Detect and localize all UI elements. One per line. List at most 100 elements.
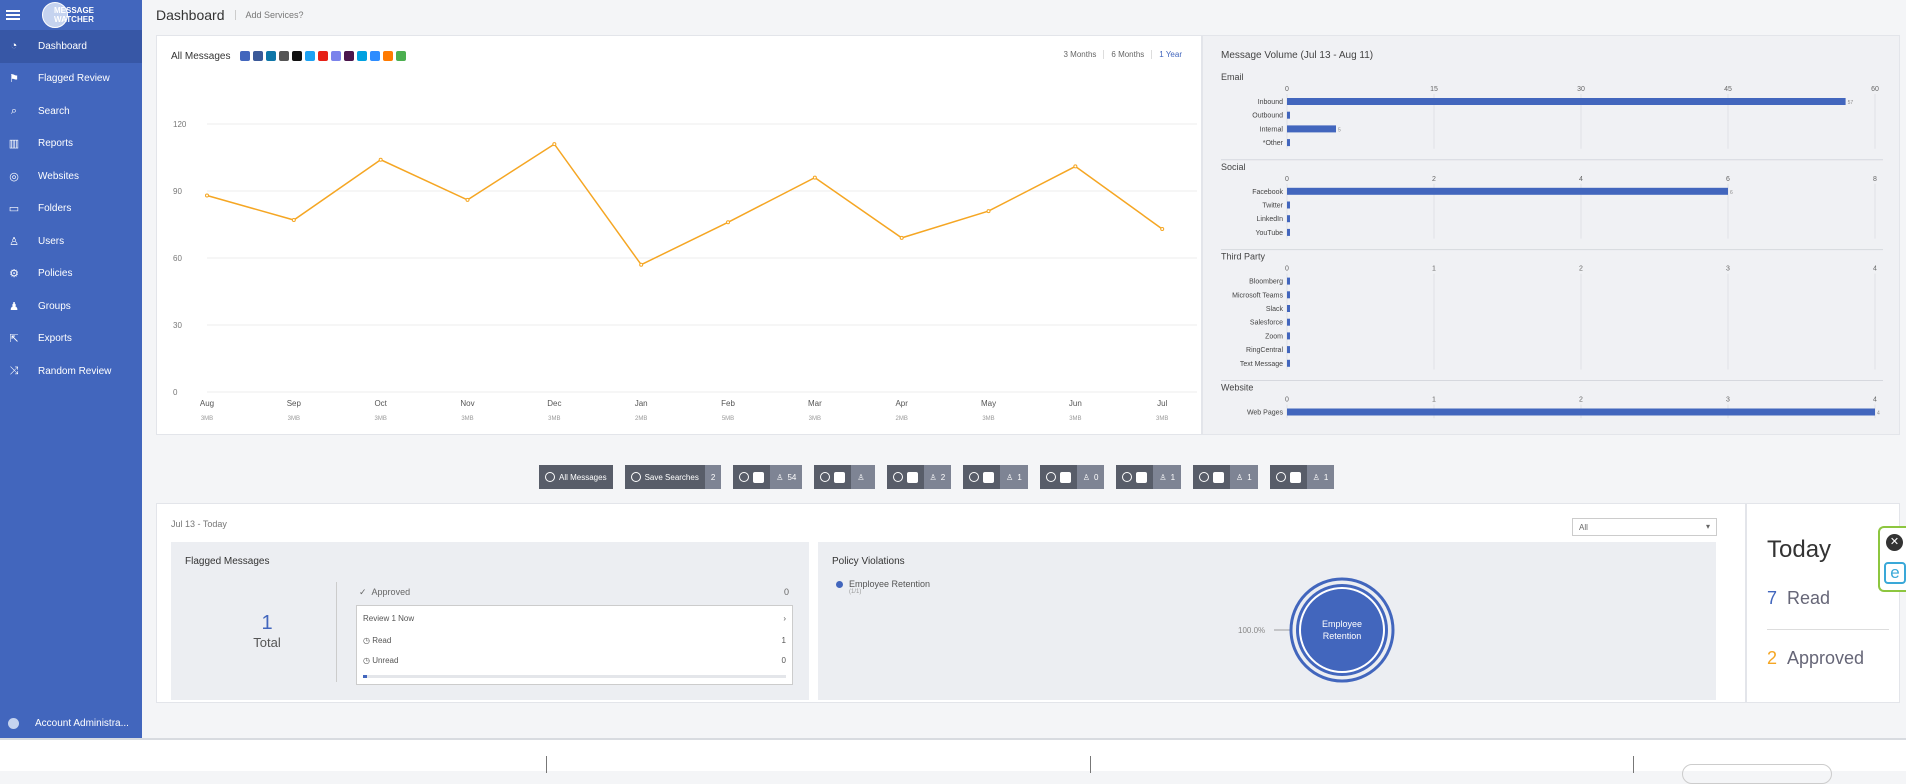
data-point[interactable] <box>378 157 383 162</box>
flagged-total: 1 Total <box>227 612 307 650</box>
service-icon[interactable] <box>305 51 316 61</box>
service-icon[interactable] <box>344 51 355 61</box>
range-1-year[interactable]: 1 Year <box>1151 50 1189 59</box>
data-point[interactable] <box>639 262 644 267</box>
search-icon <box>969 472 980 482</box>
data-point[interactable] <box>291 218 296 223</box>
service-icon[interactable] <box>253 51 264 61</box>
channel-filter-web[interactable]: ♙ <box>814 465 875 489</box>
bar[interactable] <box>1287 215 1290 223</box>
bar[interactable] <box>1287 125 1336 133</box>
bar[interactable] <box>1287 201 1290 209</box>
data-point[interactable] <box>1073 164 1078 169</box>
all-messages-label: All Messages <box>559 472 607 482</box>
y-tick-label: 60 <box>173 254 182 263</box>
sidebar-item-groups[interactable]: ♟ Groups <box>0 290 142 323</box>
data-point[interactable] <box>465 197 470 202</box>
all-messages-filter[interactable]: All Messages <box>539 465 613 489</box>
bar[interactable] <box>1287 318 1290 326</box>
size-label: 5MB <box>722 416 734 422</box>
channel-filter-facebook[interactable]: ♙ 2 <box>886 465 952 489</box>
range-3-months[interactable]: 3 Months <box>1063 50 1097 59</box>
service-icon[interactable] <box>396 51 407 61</box>
bar[interactable] <box>1287 228 1290 236</box>
bar[interactable] <box>1287 111 1290 119</box>
logo[interactable]: MESSAGE WATCHER <box>42 2 94 28</box>
data-point[interactable] <box>726 220 731 225</box>
channel-filter-zoom[interactable]: ♙ 1 <box>1269 465 1335 489</box>
save-searches-count: 2 <box>704 465 722 489</box>
sidebar-item-reports[interactable]: ▥ Reports <box>0 128 142 161</box>
extension-tab[interactable]: ✕ e <box>1878 526 1906 592</box>
category-label: YouTube <box>1255 230 1283 237</box>
bar[interactable] <box>1287 346 1290 354</box>
service-icon[interactable] <box>240 51 251 61</box>
bar[interactable] <box>1287 98 1846 105</box>
chip-count-value: 54 <box>787 472 797 482</box>
sidebar-item-random-review[interactable]: ⤨ Random Review <box>0 355 142 388</box>
service-icon[interactable] <box>266 51 277 61</box>
channel-filter-twitter[interactable]: ♙ 1 <box>963 465 1028 489</box>
filter-select[interactable]: All <box>1572 518 1717 536</box>
donut-slice[interactable] <box>1296 584 1388 676</box>
sidebar-item-dashboard[interactable]: ◔ Dashboard <box>0 30 142 63</box>
extension-logo-icon[interactable]: e <box>1884 562 1906 584</box>
data-point[interactable] <box>1160 226 1165 231</box>
y-tick-label: 120 <box>173 120 187 129</box>
sidebar-item-exports[interactable]: ⇱ Exports <box>0 323 142 356</box>
reports-icon: ▥ <box>8 138 20 151</box>
bar[interactable] <box>1287 139 1290 147</box>
sidebar-item-flagged-review[interactable]: ⚑ Flagged Review <box>0 63 142 96</box>
search-icon <box>892 472 903 482</box>
donut-inner-border <box>1299 587 1385 673</box>
sidebar-item-policies[interactable]: ⚙ Policies <box>0 258 142 291</box>
data-point[interactable] <box>812 175 817 180</box>
menu-icon[interactable] <box>6 10 20 20</box>
close-icon[interactable]: ✕ <box>1886 534 1903 551</box>
service-icon[interactable] <box>318 51 329 61</box>
account-menu[interactable]: Account Administra... <box>0 708 142 738</box>
sidebar-item-search[interactable]: ⌕ Search <box>0 95 142 128</box>
x-tick-label: Oct <box>374 399 387 408</box>
bar[interactable] <box>1287 408 1875 416</box>
sidebar-item-label: Exports <box>38 333 72 345</box>
service-icon[interactable] <box>279 51 290 61</box>
data-point[interactable] <box>899 235 904 240</box>
twitter-icon <box>983 471 995 483</box>
x-tick-label: Jul <box>1157 399 1167 408</box>
channel-filter-linkedin[interactable]: ♙ 0 <box>1039 465 1105 489</box>
channel-filter-bloomberg[interactable]: ♙ 1 <box>1193 465 1258 489</box>
service-icon[interactable] <box>357 51 368 61</box>
data-point[interactable] <box>205 193 209 198</box>
size-label: 3MB <box>288 416 300 422</box>
service-icon[interactable] <box>292 51 303 61</box>
service-icon[interactable] <box>370 51 381 61</box>
bar[interactable] <box>1287 187 1728 195</box>
review-box[interactable]: Review 1 Now › ◷ Read 1 ◷ Unread 0 <box>356 605 793 685</box>
data-point[interactable] <box>986 209 991 214</box>
bar[interactable] <box>1287 359 1290 367</box>
channel-filter-email[interactable]: ♙ 54 <box>733 465 803 489</box>
bottom-pill[interactable] <box>1682 764 1832 784</box>
service-icon[interactable] <box>383 51 394 61</box>
channel-filter-youtube[interactable]: ♙ 1 <box>1116 465 1182 489</box>
bar[interactable] <box>1287 332 1290 340</box>
data-point[interactable] <box>552 142 557 147</box>
sidebar-item-folders[interactable]: ▭ Folders <box>0 193 142 226</box>
policy-legend[interactable]: Employee Retention (1/1) <box>836 579 930 595</box>
bar[interactable] <box>1287 305 1290 312</box>
bar[interactable] <box>1287 277 1290 285</box>
chip-count: ♙ 1 <box>1153 465 1182 489</box>
add-services-link[interactable]: Add Services? <box>234 10 304 20</box>
clock-icon: ◷ <box>363 656 373 665</box>
service-icon[interactable] <box>331 51 342 61</box>
sidebar-item-label: Dashboard <box>38 40 87 52</box>
sidebar-item-websites[interactable]: ◎ Websites <box>0 160 142 193</box>
x-tick-label: 3 <box>1726 397 1730 404</box>
bar[interactable] <box>1287 291 1290 299</box>
range-6-months[interactable]: 6 Months <box>1103 50 1151 59</box>
review-now-row[interactable]: Review 1 Now › <box>363 614 786 623</box>
save-searches-filter[interactable]: Save Searches 2 <box>624 465 722 489</box>
sidebar-item-users[interactable]: ♙ Users <box>0 225 142 258</box>
category-label: Zoom <box>1265 333 1283 340</box>
